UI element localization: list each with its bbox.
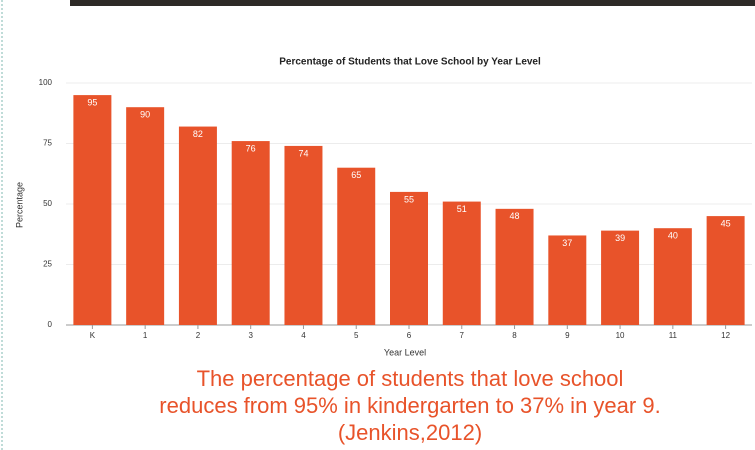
data-label: 95: [87, 97, 97, 107]
data-label: 40: [668, 231, 678, 241]
x-tick-label: 4: [301, 331, 306, 340]
x-tick-label: 9: [565, 331, 570, 340]
x-tick-label: 1: [143, 331, 148, 340]
x-tick-label: 12: [721, 331, 730, 340]
bar: [390, 192, 428, 325]
caption-line: (Jenkins,2012): [338, 420, 482, 445]
x-axis-label: Year Level: [384, 347, 426, 357]
bar: [232, 141, 270, 325]
data-label: 90: [140, 110, 150, 120]
bar: [496, 209, 534, 325]
y-tick-label: 25: [43, 260, 52, 269]
bar: [337, 168, 375, 325]
chart: Percentage of Students that Love School …: [0, 0, 755, 450]
y-tick-label: 75: [43, 139, 52, 148]
caption: The percentage of students that love sch…: [159, 366, 660, 445]
bar: [443, 202, 481, 325]
chart-title: Percentage of Students that Love School …: [279, 57, 541, 68]
caption-line: reduces from 95% in kindergarten to 37% …: [159, 393, 660, 418]
x-tick-label: 10: [616, 331, 625, 340]
bar: [601, 231, 639, 325]
page: Percentage of Students that Love School …: [0, 0, 755, 450]
x-tick-label: K: [90, 331, 96, 340]
y-tick-label: 100: [39, 78, 53, 87]
data-label: 55: [404, 194, 414, 204]
bar: [126, 107, 164, 325]
data-label: 37: [562, 238, 572, 248]
bar: [654, 228, 692, 325]
x-tick-label: 5: [354, 331, 359, 340]
top-image-strip: [70, 0, 755, 6]
data-label: 82: [193, 129, 203, 139]
bar: [284, 146, 322, 325]
data-label: 74: [298, 148, 308, 158]
data-label: 48: [510, 211, 520, 221]
data-label: 65: [351, 170, 361, 180]
caption-line: The percentage of students that love sch…: [197, 366, 624, 391]
y-axis-label: Percentage: [14, 182, 24, 228]
x-tick-label: 7: [460, 331, 465, 340]
data-label: 39: [615, 233, 625, 243]
x-tick-label: 3: [248, 331, 253, 340]
bar: [73, 95, 111, 325]
data-label: 51: [457, 204, 467, 214]
y-tick-label: 50: [43, 199, 52, 208]
bar: [179, 127, 217, 325]
data-label: 76: [246, 143, 256, 153]
x-tick-label: 11: [669, 331, 678, 340]
bar: [707, 216, 745, 325]
bar: [548, 235, 586, 325]
x-tick-label: 8: [512, 331, 517, 340]
x-tick-label: 6: [407, 331, 412, 340]
x-tick-label: 2: [196, 331, 201, 340]
data-label: 45: [721, 218, 731, 228]
y-tick-label: 0: [48, 320, 53, 329]
